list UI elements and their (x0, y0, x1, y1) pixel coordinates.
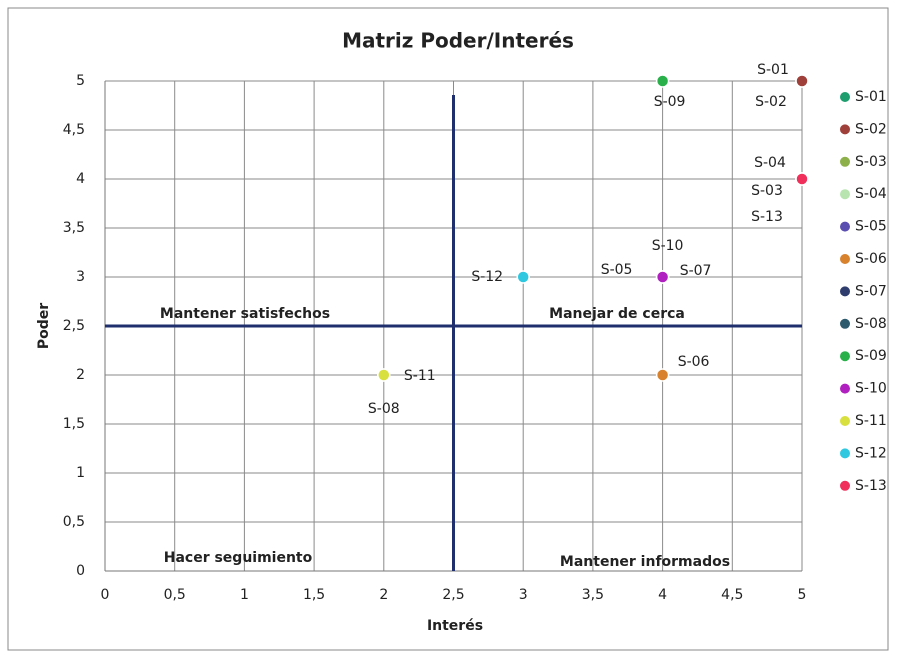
x-tick-label: 5 (798, 587, 807, 603)
x-tick-label: 4 (658, 587, 667, 603)
legend-marker (839, 415, 851, 427)
y-tick-label: 3,5 (63, 220, 85, 236)
legend-marker (839, 188, 851, 201)
point-label: S-04 (754, 155, 786, 171)
y-tick-label: 1 (76, 465, 85, 481)
x-tick-label: 0 (101, 587, 110, 603)
x-tick-label: 3 (519, 587, 528, 603)
point-label: S-01 (757, 62, 789, 78)
y-tick-label: 1,5 (63, 416, 85, 432)
point (795, 172, 809, 186)
legend-marker (839, 123, 851, 136)
y-axis-label: Poder (36, 303, 52, 349)
x-tick-label: 1 (240, 587, 249, 603)
legend-label: S-13 (855, 478, 887, 494)
point (655, 270, 670, 284)
legend-marker (839, 382, 851, 395)
point-label: S-13 (751, 209, 783, 225)
legend-marker (839, 285, 851, 298)
chart-border (7, 7, 889, 651)
legend-marker (839, 91, 851, 103)
legend-marker (839, 350, 851, 363)
point (795, 74, 809, 88)
point-label: S-11 (404, 368, 436, 384)
y-tick-label: 4 (76, 171, 85, 187)
legend-marker (839, 479, 851, 492)
legend-label: S-06 (855, 251, 887, 267)
point-label: S-09 (654, 94, 686, 110)
point-label: S-08 (368, 401, 400, 417)
x-tick-label: 1,5 (303, 587, 325, 603)
x-tick-label: 0,5 (164, 587, 186, 603)
point (655, 368, 670, 382)
legend-label: S-10 (855, 381, 887, 397)
legend-label: S-11 (855, 413, 887, 429)
y-tick-label: 2,5 (63, 318, 85, 334)
x-tick-label: 3,5 (582, 587, 604, 603)
legend-marker (839, 155, 851, 168)
chart-title: Matriz Poder/Interés (342, 29, 574, 53)
quadrant-label: Hacer seguimiento (164, 550, 313, 566)
legend-label: S-12 (855, 445, 887, 461)
y-tick-label: 0,5 (63, 514, 85, 530)
y-tick-label: 2 (76, 367, 85, 383)
legend-label: S-08 (855, 316, 887, 332)
legend-label: S-09 (855, 348, 887, 364)
y-tick-label: 4,5 (63, 122, 85, 138)
point-label: S-02 (755, 94, 787, 110)
y-tick-label: 5 (76, 73, 85, 89)
x-axis-label: Interés (427, 618, 483, 634)
y-tick-label: 0 (76, 563, 85, 579)
legend-marker (839, 447, 851, 460)
x-tick-label: 2,5 (442, 587, 464, 603)
legend-label: S-02 (855, 121, 887, 137)
point-label: S-03 (751, 183, 783, 199)
legend-label: S-05 (855, 219, 887, 235)
point-label: S-10 (652, 238, 684, 254)
point (377, 368, 391, 382)
quadrant-label: Mantener informados (560, 554, 730, 570)
x-tick-label: 2 (379, 587, 388, 603)
legend-label: S-07 (855, 283, 887, 299)
legend-label: S-04 (855, 186, 887, 202)
legend-marker (839, 253, 851, 265)
point-label: S-06 (678, 354, 710, 370)
x-tick-label: 4,5 (721, 587, 743, 603)
legend-marker (839, 317, 851, 330)
point-label: S-07 (680, 263, 712, 279)
legend-label: S-01 (855, 89, 887, 105)
point (516, 270, 530, 284)
legend-label: S-03 (855, 154, 887, 170)
point-label: S-12 (471, 269, 503, 285)
quadrant-label: Manejar de cerca (549, 306, 685, 322)
quadrant-label: Mantener satisfechos (160, 306, 330, 322)
point (655, 74, 670, 88)
y-tick-label: 3 (76, 269, 85, 285)
legend-marker (839, 220, 851, 233)
point-label: S-05 (601, 262, 633, 278)
